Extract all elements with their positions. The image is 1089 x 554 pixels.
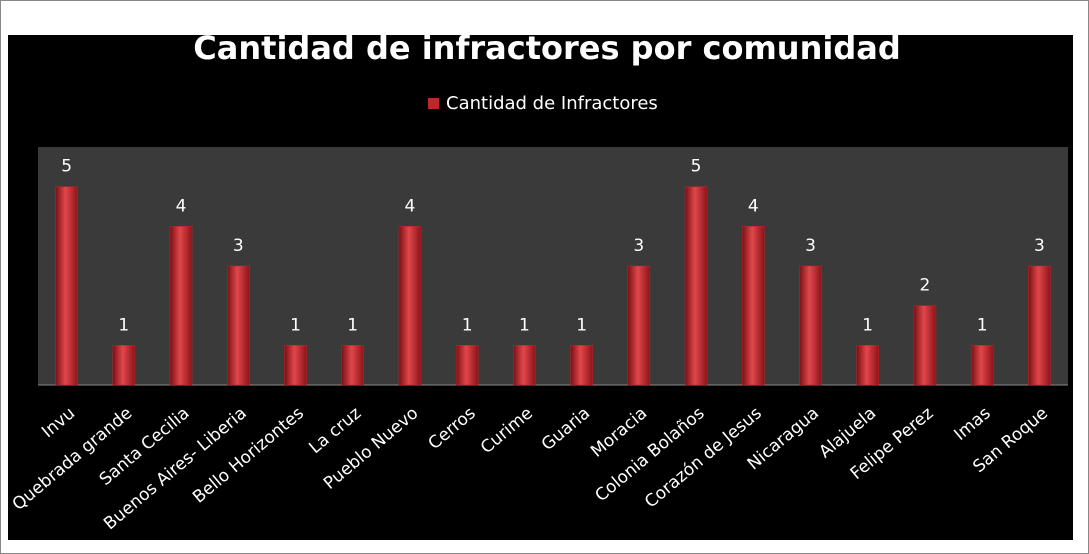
data-label: 1 <box>519 315 530 335</box>
data-label: 1 <box>118 315 129 335</box>
bar <box>570 345 593 386</box>
bar <box>398 226 422 386</box>
bar <box>970 345 994 386</box>
data-label: 3 <box>805 236 816 256</box>
bar <box>341 345 364 386</box>
bar <box>513 345 536 386</box>
bar <box>112 345 136 386</box>
bar <box>227 265 250 386</box>
bar <box>627 265 651 386</box>
data-label: 1 <box>862 315 873 335</box>
data-label: 3 <box>633 236 644 256</box>
data-label: 1 <box>347 315 358 335</box>
bar <box>799 265 822 386</box>
bar <box>1028 265 1051 386</box>
legend-label: Cantidad de Infractores <box>446 93 658 114</box>
bar <box>684 186 708 386</box>
data-label: 3 <box>1034 236 1045 256</box>
data-label: 4 <box>748 196 759 216</box>
bar <box>742 226 765 386</box>
bar <box>55 186 78 386</box>
bar <box>455 345 479 386</box>
data-label: 1 <box>977 315 988 335</box>
data-label: 5 <box>61 157 72 177</box>
bar <box>856 345 879 386</box>
plot-area <box>38 147 1068 385</box>
bar <box>284 345 307 386</box>
bar <box>913 305 937 386</box>
data-label: 1 <box>462 315 473 335</box>
data-label: 1 <box>290 315 301 335</box>
bar <box>169 226 193 386</box>
chart-title: Cantidad de infractores por comunidad <box>193 29 900 67</box>
data-label: 1 <box>576 315 587 335</box>
data-label: 5 <box>691 157 702 177</box>
data-label: 2 <box>920 276 931 296</box>
data-label: 4 <box>176 196 187 216</box>
data-label: 4 <box>405 196 416 216</box>
legend-swatch <box>428 98 439 109</box>
data-label: 3 <box>233 236 244 256</box>
